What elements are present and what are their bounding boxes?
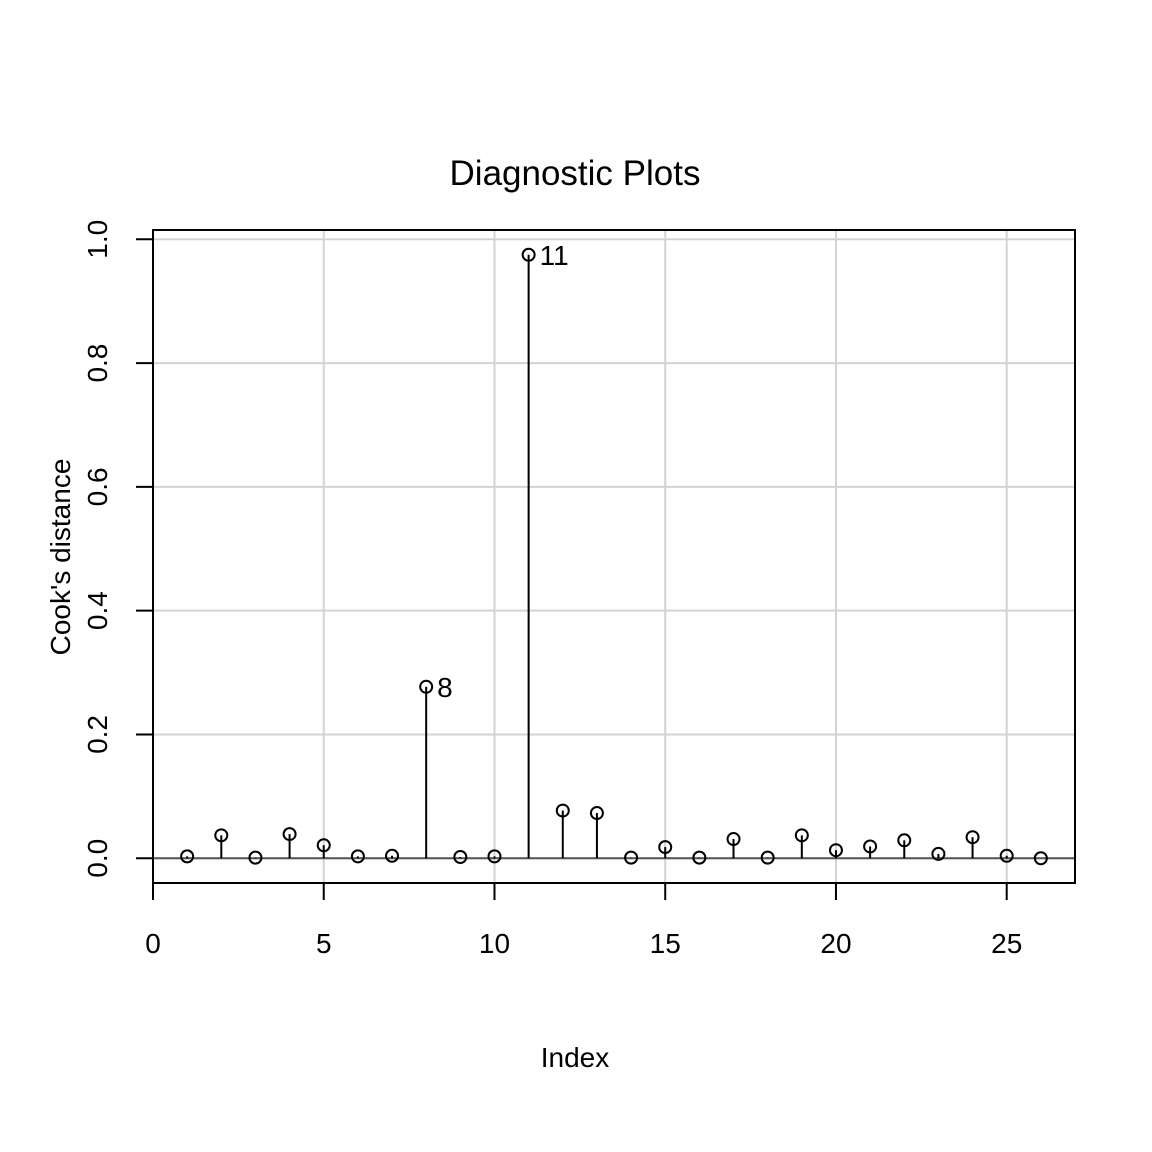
data-point-17 <box>726 832 741 847</box>
y-tick-label-5: 1.0 <box>82 220 113 259</box>
grid-lines <box>153 230 1075 883</box>
y-tick-label-4: 0.8 <box>82 344 113 383</box>
y-tick-label-3: 0.6 <box>82 467 113 506</box>
y-axis-label: Cook's distance <box>45 459 76 656</box>
y-tick-label-2: 0.4 <box>82 591 113 630</box>
chart-title: Diagnostic Plots <box>450 154 701 193</box>
x-axis-label: Index <box>541 1042 610 1073</box>
data-point-25 <box>999 848 1014 863</box>
data-point-7 <box>385 848 400 863</box>
data-point-10 <box>487 849 502 864</box>
data-point-2 <box>214 828 229 843</box>
x-tick-label-10: 10 <box>479 928 510 959</box>
data-point-21 <box>863 839 878 854</box>
point-annotations: 8 11 <box>437 240 569 703</box>
data-point-20 <box>828 843 843 858</box>
data-point-12 <box>555 803 570 818</box>
data-point-9 <box>453 850 468 865</box>
data-point-4 <box>282 827 297 842</box>
data-point-26 <box>1033 851 1048 866</box>
y-axis: 0.0 0.2 0.4 0.6 0.8 1.0 <box>82 220 154 878</box>
data-point-22 <box>897 833 912 848</box>
data-point-6 <box>350 849 365 864</box>
data-point-1 <box>180 849 195 864</box>
y-tick-label-1: 0.2 <box>82 715 113 754</box>
stems <box>186 254 1008 859</box>
data-point-13 <box>589 806 604 821</box>
x-tick-label-0: 0 <box>145 928 161 959</box>
point-label-11: 11 <box>540 240 569 271</box>
data-point-24 <box>965 830 980 845</box>
data-point-5 <box>316 838 331 853</box>
x-axis: 0 5 10 15 20 25 <box>145 882 1022 959</box>
data-point-15 <box>658 840 673 855</box>
data-point-3 <box>248 850 263 865</box>
point-label-8: 8 <box>437 672 453 703</box>
x-tick-label-15: 15 <box>650 928 681 959</box>
y-tick-label-0: 0.0 <box>82 839 113 878</box>
data-point-16 <box>692 850 707 865</box>
data-point-18 <box>760 850 775 865</box>
x-tick-label-25: 25 <box>991 928 1022 959</box>
data-point-8 <box>419 679 434 694</box>
plot-frame <box>152 229 1076 884</box>
data-point-14 <box>624 850 639 865</box>
x-tick-label-5: 5 <box>316 928 332 959</box>
data-point-23 <box>931 846 946 861</box>
data-point-11 <box>521 247 536 262</box>
x-tick-label-20: 20 <box>820 928 851 959</box>
data-point-19 <box>794 828 809 843</box>
data-points <box>180 247 1048 866</box>
